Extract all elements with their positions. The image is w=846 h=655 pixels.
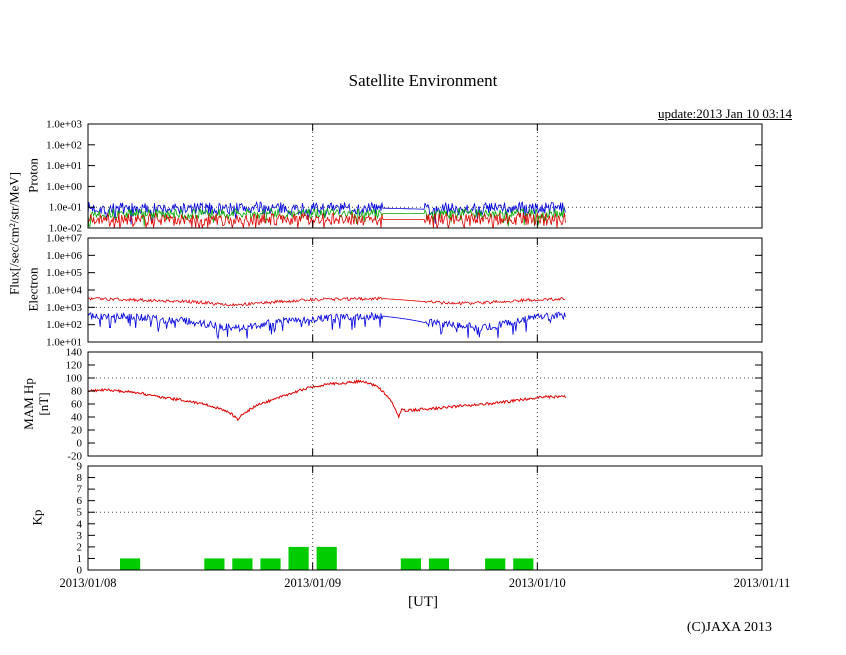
- svg-text:2013/01/11: 2013/01/11: [734, 576, 790, 590]
- svg-text:100: 100: [66, 373, 83, 385]
- svg-text:0: 0: [77, 438, 83, 450]
- svg-text:9: 9: [77, 461, 83, 473]
- panel-proton: 1.0e+03 1.0e+02 1.0e+01 1.0e+00 1.0e-01 1.0e-…: [46, 119, 763, 235]
- svg-text:20: 20: [71, 425, 83, 437]
- panel-electron: 1.0e+07 1.0e+06 1.0e+05 1.0e+04 1.0e+03 1.0e+…: [46, 233, 763, 349]
- svg-text:2013/01/10: 2013/01/10: [509, 576, 566, 590]
- svg-text:1.0e+05: 1.0e+05: [46, 267, 82, 279]
- svg-text:8: 8: [77, 472, 83, 484]
- svg-text:60: 60: [71, 399, 83, 411]
- svg-text:5: 5: [77, 507, 83, 519]
- svg-text:3: 3: [77, 530, 83, 542]
- svg-text:1.0e-01: 1.0e-01: [49, 202, 82, 214]
- svg-text:2: 2: [77, 541, 83, 553]
- svg-text:1.0e-02: 1.0e-02: [49, 223, 82, 235]
- svg-text:140: 140: [66, 347, 83, 359]
- svg-text:1.0e+06: 1.0e+06: [46, 250, 82, 262]
- svg-text:120: 120: [66, 360, 83, 372]
- svg-text:7: 7: [77, 484, 83, 496]
- ut-axis-label: [UT]: [408, 594, 438, 610]
- svg-text:6: 6: [77, 495, 83, 507]
- svg-text:1.0e+02: 1.0e+02: [46, 319, 82, 331]
- svg-text:1.0e+01: 1.0e+01: [46, 337, 82, 349]
- page-title: Satellite Environment: [348, 71, 498, 90]
- svg-text:1.0e+04: 1.0e+04: [46, 285, 82, 297]
- update-timestamp: update:2013 Jan 10 03:14: [658, 106, 792, 121]
- svg-text:1.0e+01: 1.0e+01: [46, 160, 82, 172]
- svg-text:1.0e+03: 1.0e+03: [46, 119, 82, 131]
- copyright-text: (C)JAXA 2013: [686, 620, 772, 635]
- svg-text:1.0e+07: 1.0e+07: [46, 233, 82, 245]
- svg-text:40: 40: [71, 412, 83, 424]
- flux-axis-label: Flux[/sec/cm²/str/MeV]: [6, 171, 22, 296]
- svg-text:80: 80: [71, 386, 83, 398]
- svg-text:1: 1: [77, 553, 83, 565]
- svg-text:0: 0: [77, 565, 83, 577]
- svg-text:1.0e+00: 1.0e+00: [46, 181, 82, 193]
- svg-text:1.0e+02: 1.0e+02: [46, 139, 82, 151]
- x-axis-tick-labels: 2013/01/08 2013/01/09 2013/01/10 2013/01/11: [60, 576, 791, 590]
- svg-text:2013/01/09: 2013/01/09: [284, 576, 341, 590]
- svg-text:1.0e+03: 1.0e+03: [46, 302, 82, 314]
- svg-text:-20: -20: [67, 451, 82, 463]
- svg-text:4: 4: [77, 518, 83, 530]
- svg-text:2013/01/08: 2013/01/08: [60, 576, 117, 590]
